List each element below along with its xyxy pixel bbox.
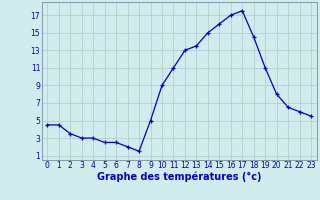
X-axis label: Graphe des températures (°c): Graphe des températures (°c) [97,172,261,182]
